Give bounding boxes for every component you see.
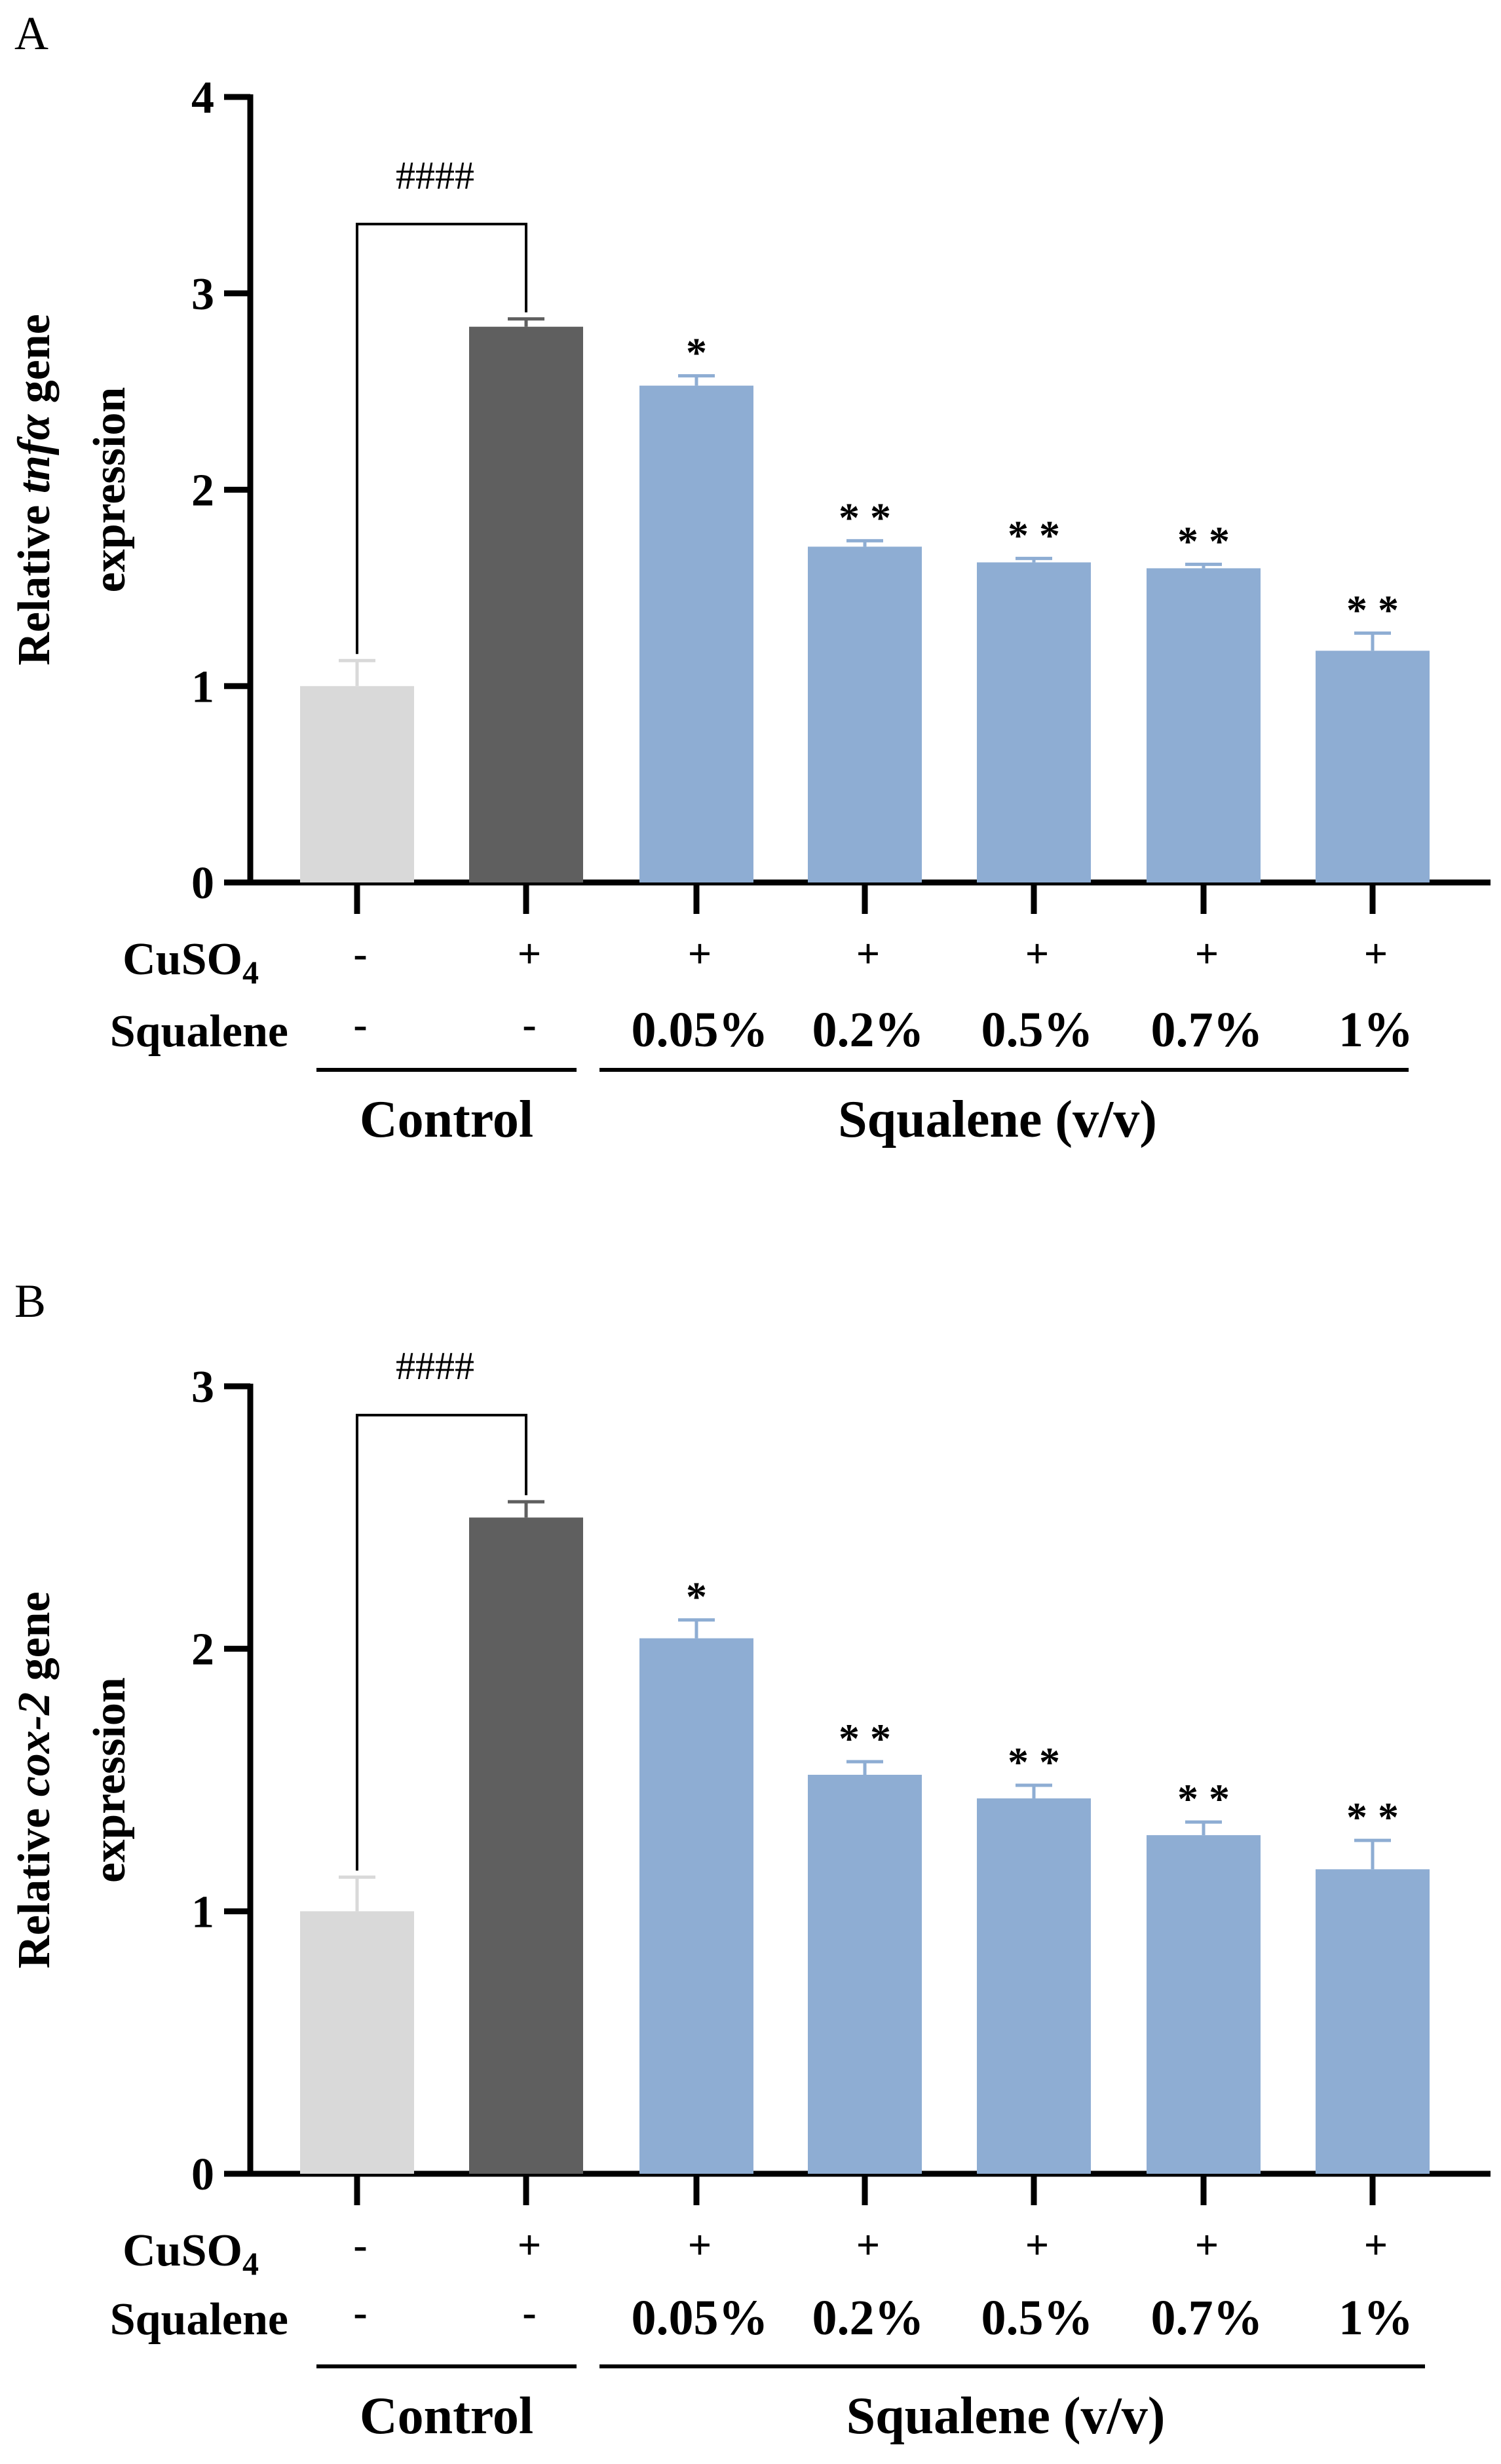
significance-mark: * *: [839, 1715, 891, 1762]
bar: [639, 385, 753, 882]
squalene-mark: 0.05%: [632, 1002, 769, 1057]
squalene-mark: 0.7%: [1151, 1002, 1263, 1057]
comparison-bracket: [356, 1414, 527, 1871]
bar: [1316, 1869, 1430, 2174]
squalene-row-label: Squalene: [110, 1006, 288, 1057]
cuso4-mark: +: [1025, 930, 1049, 977]
squalene-mark: 0.5%: [981, 2290, 1093, 2345]
squalene-mark: -: [522, 2289, 536, 2336]
panel-b: B Relative cox-2 gene expression 0 1 2 3 * * * * …: [9, 1275, 1491, 2445]
cuso4-label-subscript: 4: [242, 2245, 259, 2282]
significance-mark: * *: [1008, 512, 1060, 558]
y-axis-label-gene: cox-2: [9, 1692, 60, 1796]
significance-mark: *: [686, 1574, 707, 1620]
control-group-label: Control: [360, 1091, 533, 1148]
squalene-mark: 0.2%: [812, 2290, 924, 2345]
bar: [1147, 1835, 1261, 2174]
squalene-mark: -: [353, 2289, 367, 2336]
panel-letter: A: [14, 7, 48, 60]
cuso4-mark: +: [688, 930, 712, 977]
significance-mark: *: [686, 330, 707, 376]
squalene-group-label: Squalene (v/v): [838, 1091, 1157, 1148]
comparison-bracket: [356, 223, 527, 654]
bar: [469, 1517, 583, 2174]
y-tick-label: 3: [191, 269, 214, 320]
squalene-mark: 0.05%: [632, 2290, 769, 2345]
cuso4-label-text: CuSO: [123, 934, 242, 985]
significance-mark: * *: [1008, 1739, 1060, 1785]
significance-mark: * *: [1177, 518, 1230, 564]
y-axis-label-line2: expression: [85, 387, 135, 593]
y-tick-label: 0: [191, 858, 214, 909]
panel-letter: B: [14, 1275, 46, 1327]
squalene-mark: -: [522, 1001, 536, 1048]
y-tick-label: 2: [191, 466, 214, 516]
y-tick-label: 1: [191, 1887, 214, 1937]
cuso4-mark: +: [688, 2222, 712, 2268]
y-tick-label: 1: [191, 662, 214, 712]
cuso4-mark: +: [518, 930, 541, 977]
significance-mark: * *: [1346, 586, 1399, 633]
bar: [469, 326, 583, 882]
bar: [300, 1911, 414, 2174]
y-axis-label-line2: expression: [85, 1677, 135, 1883]
cuso4-label-subscript: 4: [242, 954, 259, 991]
cuso4-label-text: CuSO: [123, 2226, 242, 2276]
bar: [1316, 651, 1430, 882]
cuso4-mark: +: [1195, 930, 1219, 977]
control-group-label: Control: [360, 2387, 533, 2445]
y-axis-label: Relative tnfα gene: [9, 314, 60, 665]
bar: [639, 1638, 753, 2174]
y-axis-label-suffix: gene: [9, 314, 60, 415]
bar: [300, 686, 414, 882]
y-axis-label-gene: tnfα: [9, 414, 60, 494]
bar: [977, 1798, 1091, 2174]
y-axis-label: Relative cox-2 gene: [9, 1591, 60, 1968]
cuso4-mark: +: [856, 2222, 880, 2268]
cuso4-mark: +: [1364, 930, 1388, 977]
squalene-mark: -: [353, 1001, 367, 1048]
bracket-label: ####: [396, 1344, 474, 1388]
cuso4-row-label: CuSO4: [123, 2226, 259, 2282]
significance-mark: * *: [839, 494, 891, 540]
cuso4-mark: +: [1025, 2222, 1049, 2268]
significance-mark: * *: [1346, 1794, 1399, 1840]
cuso4-mark: +: [856, 930, 880, 977]
squalene-mark: 1%: [1339, 2290, 1413, 2345]
y-tick-label: 2: [191, 1625, 214, 1675]
squalene-group-label: Squalene (v/v): [846, 2387, 1166, 2445]
cuso4-mark: -: [353, 930, 367, 977]
bar: [808, 546, 922, 882]
significance-mark: * *: [1177, 1775, 1230, 1822]
squalene-row-label: Squalene: [110, 2294, 288, 2345]
cuso4-mark: -: [353, 2222, 367, 2268]
bar: [808, 1774, 922, 2174]
squalene-mark: 1%: [1339, 1002, 1413, 1057]
bracket-label: ####: [396, 154, 474, 197]
panel-a: A Relative tnfα gene expression 0 1 2 3 4 * * * * …: [9, 7, 1491, 1148]
y-axis-label-prefix: Relative: [9, 1796, 60, 1968]
squalene-mark: 0.2%: [812, 1002, 924, 1057]
cuso4-mark: +: [518, 2222, 541, 2268]
cuso4-mark: +: [1364, 2222, 1388, 2268]
squalene-mark: 0.7%: [1151, 2290, 1263, 2345]
bar: [977, 562, 1091, 882]
bar: [1147, 568, 1261, 882]
y-tick-label: 4: [191, 73, 214, 123]
y-axis-label-suffix: gene: [9, 1591, 60, 1692]
y-tick-label: 0: [191, 2150, 214, 2200]
cuso4-row-label: CuSO4: [123, 934, 259, 991]
squalene-mark: 0.5%: [981, 1002, 1093, 1057]
cuso4-mark: +: [1195, 2222, 1219, 2268]
y-tick-label: 3: [191, 1362, 214, 1412]
y-axis-label-prefix: Relative: [9, 493, 60, 665]
